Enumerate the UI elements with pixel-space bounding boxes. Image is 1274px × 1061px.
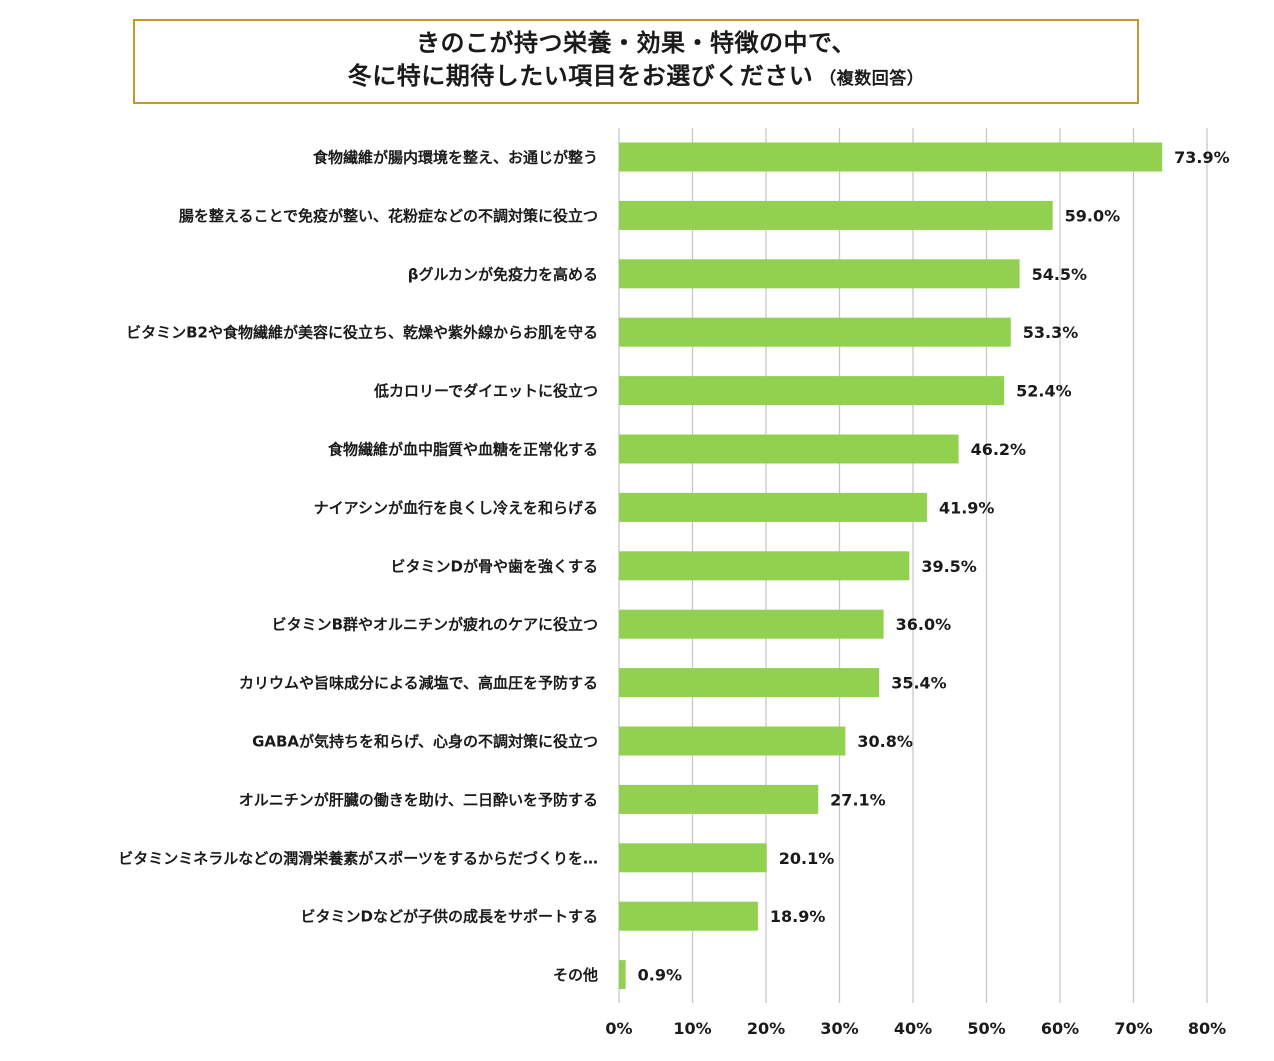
category-label: 食物繊維が腸内環境を整え、お通じが整う xyxy=(313,149,598,167)
bar xyxy=(619,843,767,873)
bar xyxy=(619,726,846,756)
x-tick-label: 30% xyxy=(820,1019,858,1038)
bar xyxy=(619,668,880,698)
bar xyxy=(619,609,884,639)
x-tick-label: 70% xyxy=(1114,1019,1152,1038)
category-label: ビタミンB群やオルニチンが疲れのケアに役立つ xyxy=(272,616,598,634)
bar xyxy=(619,142,1163,172)
category-label: 腸を整えることで免疫が整い、花粉症などの不調対策に役立つ xyxy=(179,207,598,225)
x-tick-label: 20% xyxy=(747,1019,785,1038)
bar xyxy=(619,434,959,464)
data-label: 35.4% xyxy=(891,674,947,693)
data-label: 27.1% xyxy=(830,790,886,809)
data-label: 52.4% xyxy=(1016,382,1072,401)
category-label: オルニチンが肝臓の働きを助け、二日酔いを予防する xyxy=(239,791,598,809)
data-label: 0.9% xyxy=(638,966,682,985)
bar xyxy=(619,784,819,814)
x-tick-label: 80% xyxy=(1188,1019,1226,1038)
x-tick-label: 10% xyxy=(673,1019,711,1038)
bar xyxy=(619,960,626,990)
category-label: ビタミンミネラルなどの潤滑栄養素がスポーツをするからだづくりを… xyxy=(118,849,598,867)
data-label: 36.0% xyxy=(896,615,952,634)
category-label: βグルカンが免疫力を高める xyxy=(408,265,598,283)
bar xyxy=(619,492,927,522)
bar xyxy=(619,901,758,931)
category-label: 低カロリーでダイエットに役立つ xyxy=(373,382,598,400)
x-tick-label: 0% xyxy=(605,1019,632,1038)
category-label: GABAが気持ちを和らげ、心身の不調対策に役立つ xyxy=(252,733,598,751)
chart-title-text: 冬に特に期待したい項目をお選びください xyxy=(347,62,814,90)
category-label: 食物繊維が血中脂質や血糖を正常化する xyxy=(328,441,598,459)
bar xyxy=(619,376,1005,406)
bar xyxy=(619,200,1053,230)
category-label: その他 xyxy=(553,966,598,984)
chart-title-box: きのこが持つ栄養・効果・特徴の中で、 冬に特に期待したい項目をお選びください （複… xyxy=(133,19,1139,104)
category-label: ナイアシンが血行を良くし冷えを和らげる xyxy=(314,499,598,517)
category-label: ビタミンDなどが子供の成長をサポートする xyxy=(301,908,598,926)
data-label: 54.5% xyxy=(1032,265,1088,284)
x-tick-label: 40% xyxy=(894,1019,932,1038)
x-tick-label: 60% xyxy=(1041,1019,1079,1038)
data-label: 39.5% xyxy=(921,557,977,576)
category-label: ビタミンDが骨や歯を強くする xyxy=(391,557,598,575)
data-label: 41.9% xyxy=(939,498,995,517)
bar xyxy=(619,317,1011,347)
chart-title-line-1: きのこが持つ栄養・効果・特徴の中で、 xyxy=(415,29,857,57)
data-label: 20.1% xyxy=(779,849,835,868)
data-label: 53.3% xyxy=(1023,323,1079,342)
bar xyxy=(619,259,1020,289)
chart-title-line-2: 冬に特に期待したい項目をお選びください （複数回答） xyxy=(348,60,925,96)
category-label: カリウムや旨味成分による減塩で、高血圧を予防する xyxy=(239,674,598,692)
chart-title-note: （複数回答） xyxy=(819,69,925,89)
data-label: 73.9% xyxy=(1174,148,1230,167)
data-label: 46.2% xyxy=(971,440,1027,459)
data-label: 59.0% xyxy=(1065,206,1121,225)
x-tick-label: 50% xyxy=(967,1019,1005,1038)
data-label: 30.8% xyxy=(857,732,913,751)
bar xyxy=(619,551,910,581)
data-label: 18.9% xyxy=(770,907,826,926)
category-label: ビタミンB2や食物繊維が美容に役立ち、乾燥や紫外線からお肌を守る xyxy=(126,324,598,342)
